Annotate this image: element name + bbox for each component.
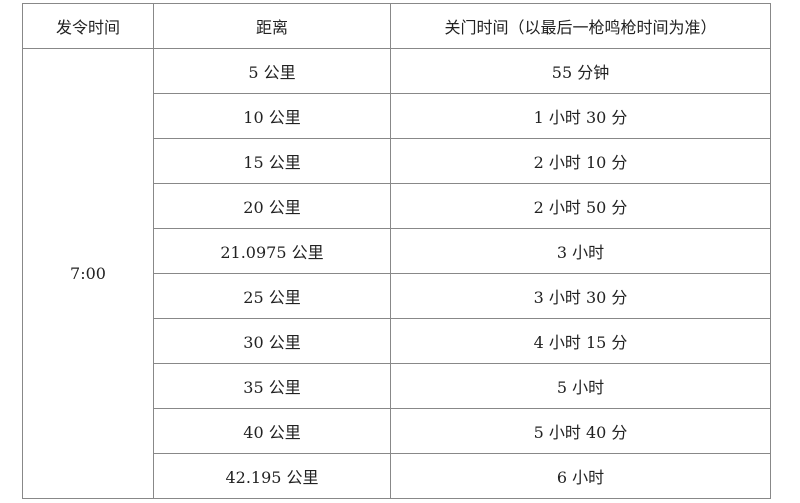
cutoff-cell: 3 小时 [390,228,771,274]
distance-cell: 25 公里 [153,273,391,319]
table-row: 40 公里 5 小时 40 分 [23,408,771,454]
distance-cell: 40 公里 [153,408,391,454]
distance-cell: 15 公里 [153,138,391,184]
table-row: 20 公里 2 小时 50 分 [23,183,771,229]
cutoff-cell: 5 小时 [390,363,771,409]
cutoff-cell: 5 小时 40 分 [390,408,771,454]
header-row: 发令时间 距离 关门时间（以最后一枪鸣枪时间为准） [22,3,771,49]
header-distance: 距离 [153,3,391,49]
cutoff-cell: 55 分钟 [390,48,771,94]
distance-cell: 42.195 公里 [153,453,391,499]
distance-cell: 20 公里 [153,183,391,229]
distance-cell: 10 公里 [153,93,391,139]
cutoff-cell: 6 小时 [390,453,771,499]
cutoff-cell: 2 小时 10 分 [390,138,771,184]
cutoff-cell: 4 小时 15 分 [390,318,771,364]
start-time-cell: 7:00 [22,48,154,499]
distance-cell: 35 公里 [153,363,391,409]
cutoff-cell: 1 小时 30 分 [390,93,771,139]
cutoff-time-table: 发令时间 距离 关门时间（以最后一枪鸣枪时间为准） 7:00 5 公里 55 分钟 1… [22,3,771,499]
table-row: 15 公里 2 小时 10 分 [23,138,771,184]
table-row: 35 公里 5 小时 [23,363,771,409]
cutoff-cell: 2 小时 50 分 [390,183,771,229]
table-row: 25 公里 3 小时 30 分 [23,273,771,319]
cutoff-cell: 3 小时 30 分 [390,273,771,319]
distance-cell: 30 公里 [153,318,391,364]
distance-cell: 21.0975 公里 [153,228,391,274]
header-start-time: 发令时间 [22,3,154,49]
table-row: 30 公里 4 小时 15 分 [23,318,771,364]
distance-cell: 5 公里 [153,48,391,94]
header-cutoff: 关门时间（以最后一枪鸣枪时间为准） [390,3,771,49]
table-row: 21.0975 公里 3 小时 [23,228,771,274]
table-row: 7:00 5 公里 55 分钟 [22,48,771,499]
table-row: 42.195 公里 6 小时 [23,453,771,499]
table-row: 10 公里 1 小时 30 分 [23,93,771,139]
